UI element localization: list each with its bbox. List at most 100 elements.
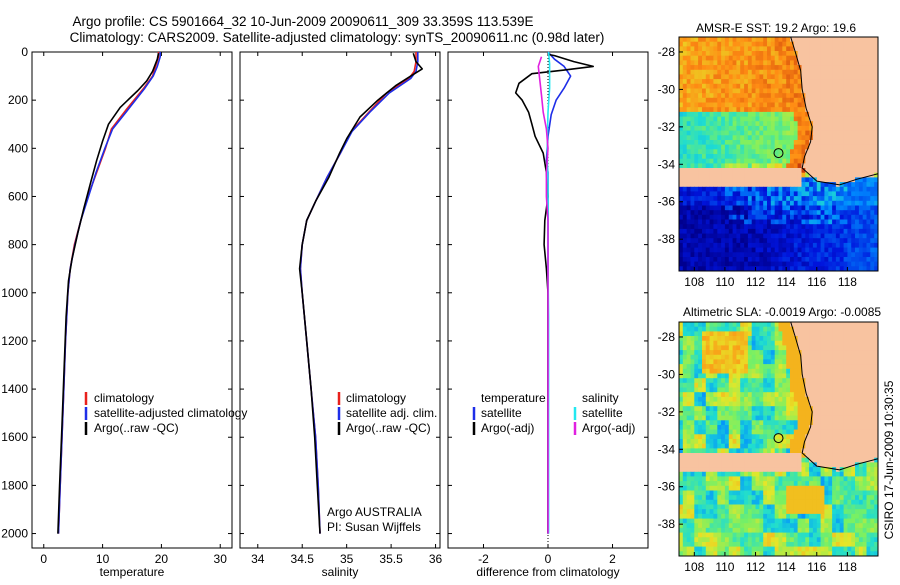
land-cell bbox=[779, 173, 783, 178]
land-cell bbox=[729, 168, 733, 173]
land-cell bbox=[817, 154, 821, 159]
ocean-cell bbox=[763, 500, 767, 505]
land-cell bbox=[851, 37, 855, 42]
land-cell bbox=[805, 341, 809, 346]
ocean-cell bbox=[832, 495, 836, 500]
ocean-cell bbox=[767, 70, 771, 75]
ocean-cell bbox=[786, 248, 790, 253]
ocean-cell bbox=[771, 187, 775, 192]
figure-title-line-1: Argo profile: CS 5901664_32 10-Jun-2009 … bbox=[72, 14, 533, 29]
ocean-cell bbox=[771, 65, 775, 70]
ocean-cell bbox=[706, 187, 710, 192]
ocean-cell bbox=[729, 500, 733, 505]
land-cell bbox=[721, 462, 725, 467]
land-cell bbox=[851, 434, 855, 439]
ocean-cell bbox=[752, 448, 756, 453]
ocean-cell bbox=[790, 444, 794, 449]
ocean-cell bbox=[740, 416, 744, 421]
ocean-cell bbox=[775, 369, 779, 374]
land-cell bbox=[844, 112, 848, 117]
ocean-cell bbox=[870, 243, 874, 248]
land-cell bbox=[870, 79, 874, 84]
ocean-cell bbox=[725, 196, 729, 201]
ocean-cell bbox=[717, 145, 721, 150]
ocean-cell bbox=[744, 392, 748, 397]
ocean-cell bbox=[679, 416, 683, 421]
ocean-cell bbox=[786, 509, 790, 514]
ocean-cell bbox=[790, 238, 794, 243]
ocean-cell bbox=[713, 509, 717, 514]
ocean-cell bbox=[733, 486, 737, 491]
land-cell bbox=[855, 98, 859, 103]
ocean-cell bbox=[736, 93, 740, 98]
ocean-cell bbox=[802, 177, 806, 182]
ocean-cell bbox=[694, 472, 698, 477]
land-cell bbox=[817, 341, 821, 346]
ocean-cell bbox=[744, 402, 748, 407]
ocean-cell bbox=[805, 514, 809, 519]
land-cell bbox=[817, 117, 821, 122]
ocean-cell bbox=[694, 56, 698, 61]
ocean-cell bbox=[847, 476, 851, 481]
land-cell bbox=[844, 364, 848, 369]
ocean-cell bbox=[824, 509, 828, 514]
ocean-cell bbox=[683, 79, 687, 84]
ocean-cell bbox=[794, 257, 798, 262]
ocean-cell bbox=[721, 430, 725, 435]
ocean-cell bbox=[824, 210, 828, 215]
ocean-cell bbox=[771, 397, 775, 402]
land-cell bbox=[824, 107, 828, 112]
land-cell bbox=[855, 345, 859, 350]
land-cell bbox=[813, 439, 817, 444]
ocean-cell bbox=[687, 60, 691, 65]
ocean-cell bbox=[721, 201, 725, 206]
ocean-cell bbox=[775, 220, 779, 225]
ocean-cell bbox=[729, 215, 733, 220]
ocean-cell bbox=[729, 374, 733, 379]
ocean-cell bbox=[748, 117, 752, 122]
ocean-cell bbox=[683, 74, 687, 79]
ocean-cell bbox=[721, 163, 725, 168]
ocean-cell bbox=[736, 262, 740, 267]
land-cell bbox=[863, 98, 867, 103]
ocean-cell bbox=[844, 196, 848, 201]
ocean-cell bbox=[748, 495, 752, 500]
ocean-cell bbox=[748, 350, 752, 355]
ocean-cell bbox=[729, 220, 733, 225]
ocean-cell bbox=[790, 505, 794, 510]
ocean-cell bbox=[775, 476, 779, 481]
land-cell bbox=[798, 56, 802, 61]
ocean-cell bbox=[725, 56, 729, 61]
ocean-cell bbox=[752, 60, 756, 65]
ocean-cell bbox=[702, 154, 706, 159]
ocean-cell bbox=[794, 364, 798, 369]
ocean-cell bbox=[836, 196, 840, 201]
ocean-cell bbox=[759, 93, 763, 98]
ocean-cell bbox=[748, 243, 752, 248]
land-cell bbox=[828, 131, 832, 136]
ocean-cell bbox=[694, 42, 698, 47]
ocean-cell bbox=[847, 243, 851, 248]
ocean-cell bbox=[798, 187, 802, 192]
ocean-cell bbox=[802, 196, 806, 201]
land-cell bbox=[847, 159, 851, 164]
ocean-cell bbox=[844, 248, 848, 253]
ocean-cell bbox=[702, 448, 706, 453]
ocean-cell bbox=[736, 509, 740, 514]
land-cell bbox=[790, 173, 794, 178]
land-cell bbox=[851, 93, 855, 98]
ocean-cell bbox=[782, 234, 786, 239]
ocean-cell bbox=[798, 243, 802, 248]
land-cell bbox=[821, 65, 825, 70]
ocean-cell bbox=[763, 364, 767, 369]
ocean-cell bbox=[752, 135, 756, 140]
ocean-cell bbox=[683, 65, 687, 70]
land-cell bbox=[733, 453, 737, 458]
land-cell bbox=[817, 336, 821, 341]
ocean-cell bbox=[805, 177, 809, 182]
ocean-cell bbox=[798, 145, 802, 150]
land-cell bbox=[859, 60, 863, 65]
ocean-cell bbox=[817, 215, 821, 220]
ocean-cell bbox=[744, 163, 748, 168]
ocean-cell bbox=[733, 121, 737, 126]
